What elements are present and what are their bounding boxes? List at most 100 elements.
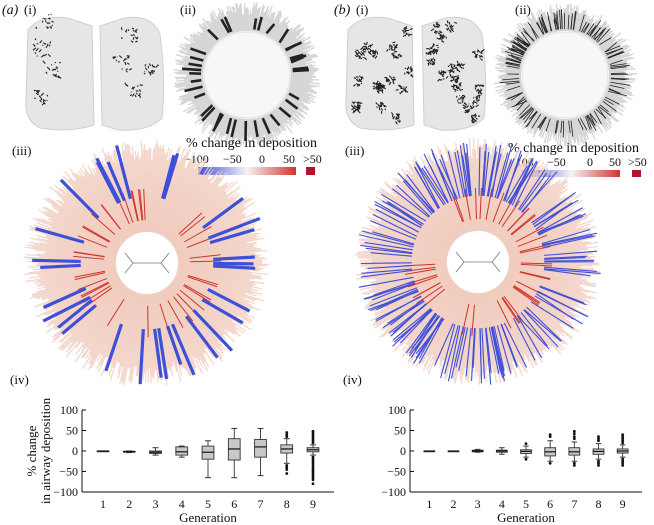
colorbar-tick-a-1: −50 <box>223 152 242 166</box>
label-a-iii: (iii) <box>12 143 32 158</box>
boxplot-b-outlier-8-4 <box>621 433 625 436</box>
boxplot-b-xtick-label-2: 3 <box>475 497 481 511</box>
boxplot-a-outlier-8-6 <box>311 429 315 433</box>
boxplot-a-outlier-7-6 <box>285 472 289 475</box>
boxplot-a-ylabel: % changein airway deposition <box>24 397 53 504</box>
label-b-iii: (iii) <box>345 143 365 158</box>
colorbar-a: % change in deposition −100 −50 0 50 >50 <box>184 136 322 175</box>
boxplot-b-xlabel: Generation <box>497 510 555 525</box>
boxplot-b-outlier-7-3 <box>597 459 600 463</box>
label-b-ii: (ii) <box>515 2 531 17</box>
boxplot-a-outlier-8-11 <box>311 463 315 467</box>
boxplot-a-outlier-7-5 <box>285 468 289 471</box>
boxplot-b-outlier-8-3 <box>621 435 625 439</box>
boxplot-a-xtick-label-4: 5 <box>205 497 211 511</box>
boxplot-a-xtick-label-3: 4 <box>179 497 185 511</box>
boxplot-a-outlier-8-10 <box>311 461 315 465</box>
boxplot-b-outlier-4-1 <box>524 457 528 461</box>
boxplot-a-ytick-label-3: −50 <box>59 465 78 479</box>
radial-deposition-tree-a-iii <box>23 140 270 386</box>
boxplot-a-outlier-7-2 <box>285 431 289 434</box>
boxplot-b-outlier-7-4 <box>597 461 600 465</box>
colorbar-over-label-a: >50 <box>303 152 322 166</box>
boxplot-a-outlier-7-1 <box>285 433 289 436</box>
highlighted-airways-a <box>32 13 159 106</box>
boxplot-b-xtick-label-3: 4 <box>499 497 505 511</box>
lung-image-a <box>25 13 165 131</box>
boxplot-a-outlier-7-0 <box>285 435 289 439</box>
boxplot-b-outlier-8-0 <box>621 441 625 445</box>
colorbar-tick-b-3: 50 <box>609 155 621 169</box>
boxplot-a-outlier-8-14 <box>311 470 315 473</box>
lung-image-b <box>345 16 487 131</box>
boxplot-b-outlier-6-4 <box>572 461 576 465</box>
boxplot-b-ytick-label-2: 0 <box>400 444 406 458</box>
boxplot-b-outlier-8-6 <box>621 459 625 463</box>
label-a-ii: (ii) <box>180 2 196 17</box>
colorbar-over-swatch-b <box>632 170 641 177</box>
boxplot-b-xtick-label-8: 9 <box>620 497 626 511</box>
colorbar-gradient-a <box>198 167 296 175</box>
boxplot-b-ytick-label-4: −100 <box>381 485 406 499</box>
highlighted-airways-b <box>350 20 485 125</box>
colorbar-title-a: % change in deposition <box>186 136 317 151</box>
boxplot-b-outlier-7-2 <box>597 435 600 439</box>
colorbar-over-swatch-a <box>306 167 315 175</box>
boxplot-a-outlier-8-18 <box>311 478 315 482</box>
boxplot-b-outlier-5-1 <box>548 433 552 436</box>
boxplot-a-ytick-label-0: 100 <box>60 403 78 417</box>
boxplot-b-outlier-4-0 <box>524 442 528 446</box>
boxplot-b-xtick-label-5: 6 <box>547 497 553 511</box>
boxplot-a-box-6 <box>254 439 267 458</box>
boxplot-a-ytick-label-1: 50 <box>66 424 78 438</box>
boxplot-a-outlier-8-16 <box>311 474 315 477</box>
boxplot-a-ytick-label-4: −100 <box>53 485 78 499</box>
boxplot-a-outlier-8-1 <box>311 439 315 443</box>
boxplot-a-xtick-label-6: 7 <box>258 497 264 511</box>
radial-tree-a-ii <box>173 2 320 148</box>
boxplot-b-outlier-8-2 <box>621 437 625 441</box>
boxplot-b-outlier-7-5 <box>597 463 600 467</box>
boxplot-b-outlier-6-3 <box>572 429 576 433</box>
boxplot-a-outlier-8-3 <box>311 435 315 439</box>
boxplot-b-outlier-6-1 <box>572 435 576 439</box>
boxplot-a-outlier-8-19 <box>311 482 315 486</box>
boxplot-b-outlier-6-0 <box>572 437 576 441</box>
boxplot-b-xtick-label-4: 5 <box>523 497 529 511</box>
boxplot-a-outlier-8-4 <box>311 433 315 436</box>
boxplot-a-xtick-label-7: 8 <box>284 497 290 511</box>
boxplot-b-outlier-5-2 <box>548 461 552 465</box>
boxplot-b-outlier-8-8 <box>621 463 625 467</box>
boxplot-b-ytick-label-0: 100 <box>388 403 406 417</box>
label-a-i: (i) <box>24 2 36 17</box>
boxplot-a-outlier-8-8 <box>311 457 315 461</box>
colorbar-tick-a-2: 0 <box>259 152 265 166</box>
boxplot-a-xlabel: Generation <box>179 510 237 525</box>
boxplot-a-outlier-8-17 <box>311 476 315 480</box>
boxplot-b-xtick-label-6: 7 <box>571 497 577 511</box>
boxplot-a-ytick-label-2: 0 <box>72 444 78 458</box>
colorbar-tick-b-1: −50 <box>547 155 566 169</box>
boxplot-a-xtick-label-1: 2 <box>126 497 132 511</box>
boxplot-a-iv: 100 50 0 −50 −100 1 2 3 4 5 6 7 8 9 Generation % change… <box>24 397 334 525</box>
colorbar-tick-a-3: 50 <box>283 152 295 166</box>
label-b-i: (i) <box>356 2 368 17</box>
boxplot-b-xtick-label-7: 8 <box>596 497 602 511</box>
boxplot-a-outlier-8-2 <box>311 437 315 441</box>
boxplot-a-outlier-7-3 <box>285 463 289 467</box>
boxplot-b-iv: 100 50 0 −50 −100 1 2 3 4 5 6 7 8 9 Generation <box>381 403 642 525</box>
boxplot-a-outlier-8-12 <box>311 466 315 469</box>
boxplot-b-outlier-6-5 <box>572 463 576 467</box>
boxplot-b-outlier-7-1 <box>597 437 600 441</box>
boxplot-b-ytick-label-3: −50 <box>387 465 406 479</box>
boxplot-a-outlier-8-13 <box>311 468 315 471</box>
boxplot-a-outlier-8-15 <box>311 472 315 475</box>
panel-label-a: (a) <box>2 3 19 18</box>
colorbar-tick-b-2: 0 <box>587 155 593 169</box>
boxplot-b-outlier-8-5 <box>621 457 625 461</box>
boxplot-b-outlier-8-7 <box>621 461 625 465</box>
radial-deposition-tree-b-iii <box>354 138 601 385</box>
boxplot-b-ytick-label-1: 50 <box>394 424 406 438</box>
boxplot-a-xtick-label-0: 1 <box>100 497 106 511</box>
